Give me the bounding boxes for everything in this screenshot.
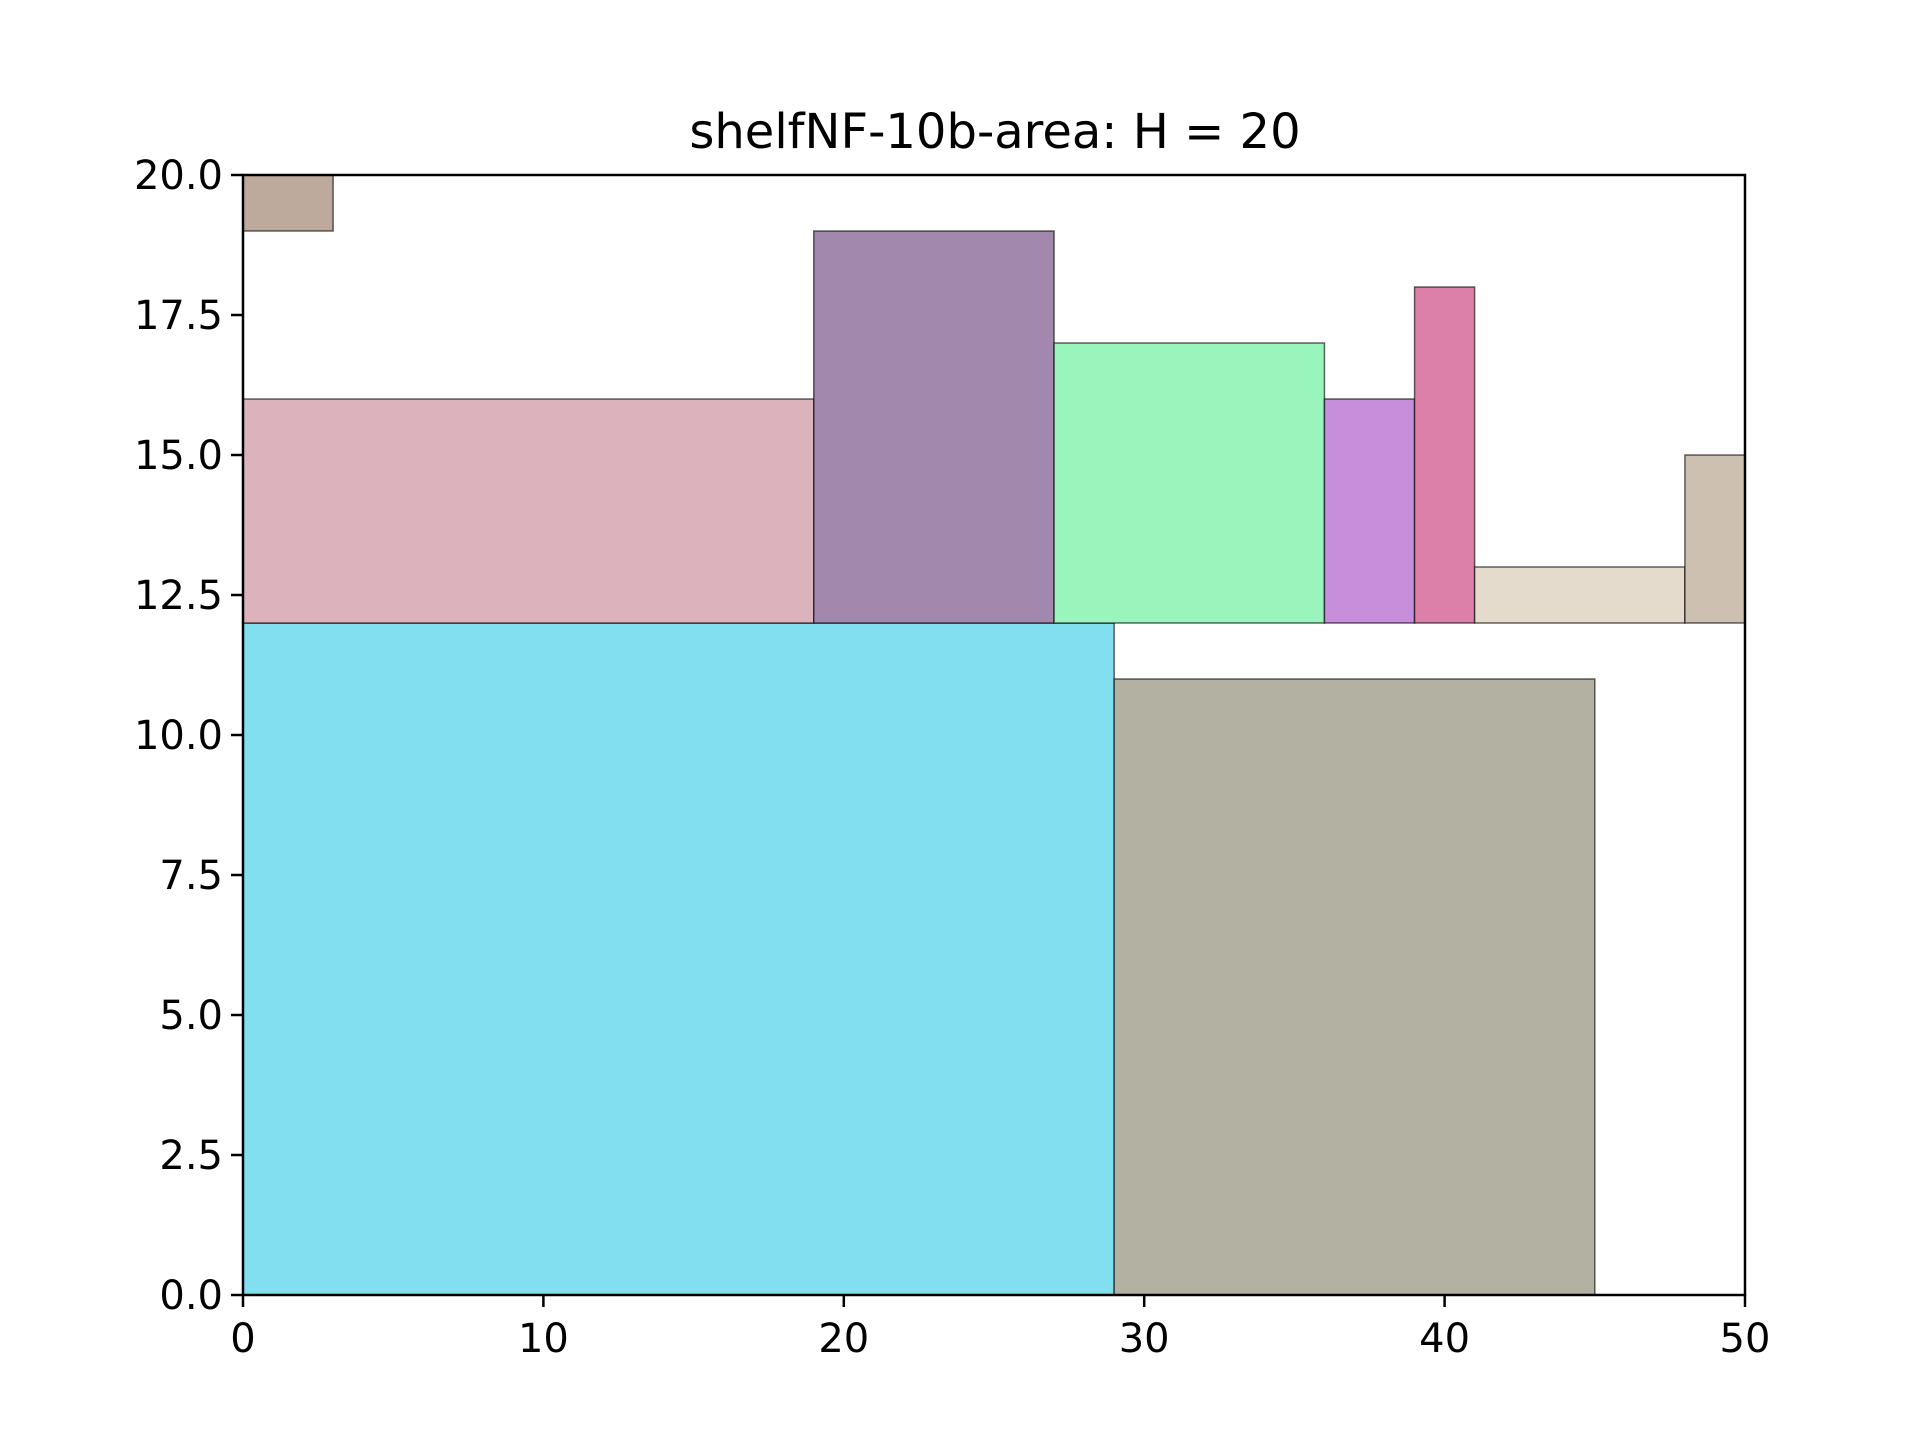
chart-title: shelfNF-10b-area: H = 20 xyxy=(689,104,1300,160)
x-tick-label: 0 xyxy=(230,1316,255,1362)
y-axis: 0.0 2.5 5.0 7.5 10.0 12.5 15.0 17.5 20.0 xyxy=(134,153,243,1319)
y-tick-label: 0.0 xyxy=(159,1273,223,1319)
y-tick-label: 7.5 xyxy=(159,853,223,899)
y-tick-label: 20.0 xyxy=(134,153,223,199)
x-tick-label: 30 xyxy=(1119,1316,1170,1362)
y-tick-label: 12.5 xyxy=(134,573,223,619)
packed-rectangles xyxy=(242,174,1746,1296)
packed-rect-6 xyxy=(1323,398,1416,624)
x-tick-label: 10 xyxy=(518,1316,569,1362)
packed-rect-1 xyxy=(242,622,1115,1296)
packed-rect-5 xyxy=(1053,342,1326,624)
x-tick-label: 40 xyxy=(1419,1316,1470,1362)
x-tick-label: 20 xyxy=(818,1316,869,1362)
packed-rect-10 xyxy=(242,174,334,232)
packed-rect-2 xyxy=(1113,678,1596,1296)
packed-rect-8 xyxy=(1473,566,1686,624)
packed-rect-7 xyxy=(1413,286,1476,624)
x-axis: 0 10 20 30 40 50 xyxy=(230,1295,1770,1362)
packed-rect-9 xyxy=(1684,454,1746,624)
y-tick-label: 5.0 xyxy=(159,993,223,1039)
x-tick-label: 50 xyxy=(1720,1316,1771,1362)
y-tick-label: 10.0 xyxy=(134,713,223,759)
packed-rect-4 xyxy=(813,230,1055,624)
y-tick-label: 15.0 xyxy=(134,433,223,479)
y-tick-label: 2.5 xyxy=(159,1133,223,1179)
y-tick-label: 17.5 xyxy=(134,293,223,339)
packed-rect-3 xyxy=(242,398,815,624)
